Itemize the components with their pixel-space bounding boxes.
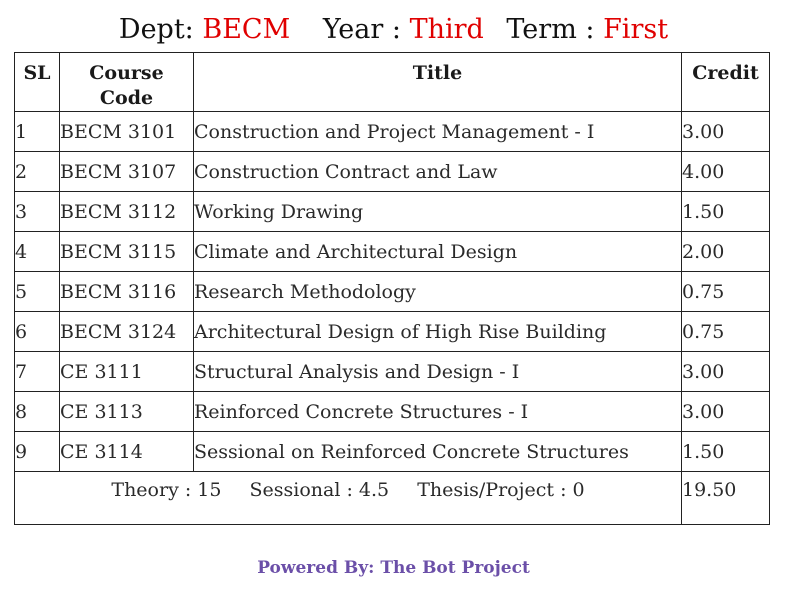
- column-header-sl: SL: [15, 53, 60, 112]
- column-header-title: Title: [194, 53, 682, 112]
- row-credit: 0.75: [682, 312, 770, 352]
- column-header-credit: Credit: [682, 53, 770, 112]
- row-sl: 8: [15, 392, 60, 432]
- row-course-code: BECM 3124: [60, 312, 194, 352]
- row-course-code: CE 3114: [60, 432, 194, 472]
- column-header-course-code-line2: Code: [60, 86, 193, 111]
- row-title: Construction Contract and Law: [194, 152, 682, 192]
- row-course-code: BECM 3115: [60, 232, 194, 272]
- row-course-code: BECM 3101: [60, 112, 194, 152]
- sessional-credit: Sessional : 4.5: [250, 479, 390, 501]
- table-row: 6 BECM 3124 Architectural Design of High…: [15, 312, 770, 352]
- year-label: Year :: [323, 14, 401, 45]
- row-credit: 0.75: [682, 272, 770, 312]
- table-row: 5 BECM 3116 Research Methodology 0.75: [15, 272, 770, 312]
- row-course-code: BECM 3107: [60, 152, 194, 192]
- table-row: 4 BECM 3115 Climate and Architectural De…: [15, 232, 770, 272]
- summary-row: Theory : 15 Sessional : 4.5 Thesis/Proje…: [15, 472, 770, 525]
- row-credit: 2.00: [682, 232, 770, 272]
- column-header-course-code-line1: Course: [60, 61, 193, 86]
- credit-summary: Theory : 15 Sessional : 4.5 Thesis/Proje…: [15, 472, 682, 525]
- row-sl: 7: [15, 352, 60, 392]
- term-value: First: [603, 14, 668, 45]
- row-credit: 3.00: [682, 392, 770, 432]
- thesis-credit: Thesis/Project : 0: [417, 479, 584, 501]
- row-sl: 9: [15, 432, 60, 472]
- row-sl: 3: [15, 192, 60, 232]
- page-title: Dept: BECM Year : Third Term : First: [0, 10, 787, 50]
- table-row: 9 CE 3114 Sessional on Reinforced Concre…: [15, 432, 770, 472]
- row-title: Reinforced Concrete Structures - I: [194, 392, 682, 432]
- column-header-course-code: Course Code: [60, 53, 194, 112]
- row-course-code: BECM 3112: [60, 192, 194, 232]
- table-row: 1 BECM 3101 Construction and Project Man…: [15, 112, 770, 152]
- dept-label: Dept:: [119, 14, 194, 45]
- row-title: Sessional on Reinforced Concrete Structu…: [194, 432, 682, 472]
- row-title: Research Methodology: [194, 272, 682, 312]
- year-value: Third: [410, 14, 484, 45]
- row-title: Structural Analysis and Design - I: [194, 352, 682, 392]
- row-course-code: BECM 3116: [60, 272, 194, 312]
- table-row: 7 CE 3111 Structural Analysis and Design…: [15, 352, 770, 392]
- row-sl: 5: [15, 272, 60, 312]
- row-title: Architectural Design of High Rise Buildi…: [194, 312, 682, 352]
- row-course-code: CE 3113: [60, 392, 194, 432]
- row-title: Construction and Project Management - I: [194, 112, 682, 152]
- row-credit: 3.00: [682, 352, 770, 392]
- row-sl: 4: [15, 232, 60, 272]
- table-row: 3 BECM 3112 Working Drawing 1.50: [15, 192, 770, 232]
- row-credit: 1.50: [682, 432, 770, 472]
- row-credit: 3.00: [682, 112, 770, 152]
- row-credit: 1.50: [682, 192, 770, 232]
- row-credit: 4.00: [682, 152, 770, 192]
- total-credit: 19.50: [682, 472, 770, 525]
- row-course-code: CE 3111: [60, 352, 194, 392]
- row-sl: 2: [15, 152, 60, 192]
- term-label: Term :: [506, 14, 594, 45]
- table-header-row: SL Course Code Title Credit: [15, 53, 770, 112]
- course-table: SL Course Code Title Credit 1 BECM 3101 …: [14, 52, 770, 525]
- row-title: Climate and Architectural Design: [194, 232, 682, 272]
- dept-value: BECM: [202, 14, 290, 45]
- table-row: 2 BECM 3107 Construction Contract and La…: [15, 152, 770, 192]
- row-sl: 1: [15, 112, 60, 152]
- powered-by-text: Powered By: The Bot Project: [0, 556, 787, 580]
- row-sl: 6: [15, 312, 60, 352]
- table-row: 8 CE 3113 Reinforced Concrete Structures…: [15, 392, 770, 432]
- row-title: Working Drawing: [194, 192, 682, 232]
- theory-credit: Theory : 15: [111, 479, 221, 501]
